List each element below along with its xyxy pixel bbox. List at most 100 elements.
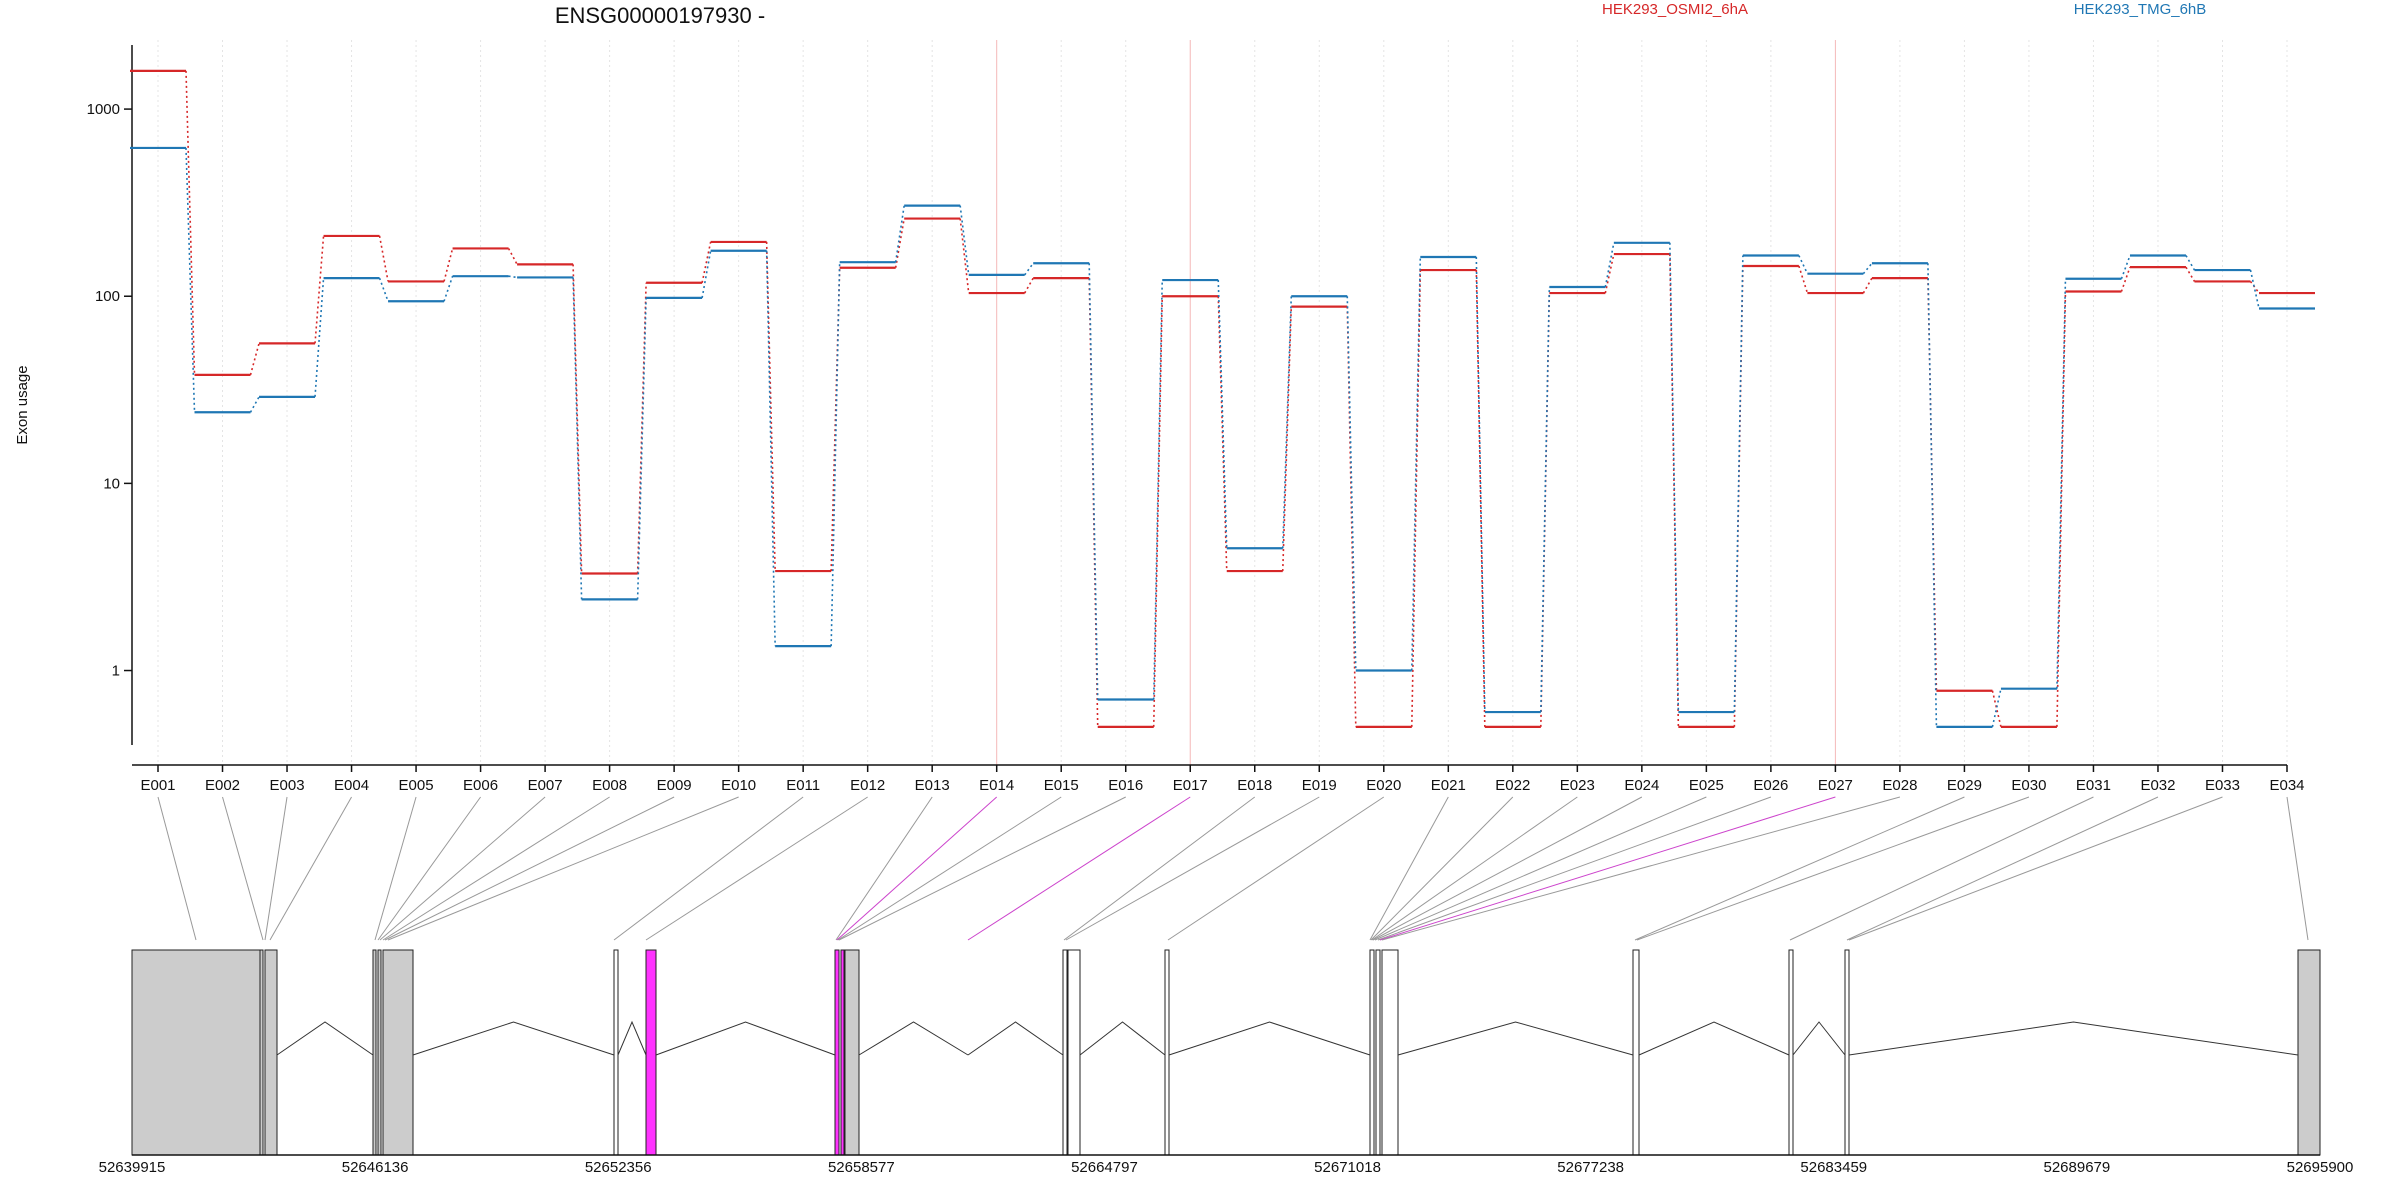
series-connector bbox=[1991, 690, 2002, 728]
series-connector bbox=[185, 70, 196, 375]
series-connector bbox=[1410, 257, 1422, 671]
x-tick-label-E007: E007 bbox=[528, 777, 563, 794]
gene-exon-box bbox=[1369, 949, 1375, 1156]
connector-E013 bbox=[835, 796, 933, 941]
connector-E001 bbox=[157, 796, 197, 941]
intron-line bbox=[1792, 1021, 1846, 1056]
y-tick-label: 100 bbox=[95, 288, 120, 305]
series-connector bbox=[1475, 270, 1486, 727]
series-connector bbox=[959, 218, 970, 294]
x-tick-label-E006: E006 bbox=[463, 777, 498, 794]
gene-exon-box bbox=[613, 949, 619, 1156]
gene-exon-box bbox=[1844, 949, 1850, 1156]
genomic-tick-label: 52671018 bbox=[1314, 1159, 1381, 1176]
axes: 1 10 100 1000 E001 E002 E003 E004 E005 E006 E007 E0… bbox=[87, 45, 2305, 794]
connector-E033 bbox=[1848, 796, 2223, 941]
x-tick-label-E017: E017 bbox=[1173, 777, 1208, 794]
connector-E021 bbox=[1369, 796, 1449, 941]
gene-exon-box bbox=[840, 949, 845, 1156]
connector-E029 bbox=[1634, 796, 1965, 941]
x-tick-label-E014: E014 bbox=[979, 777, 1014, 794]
x-tick-label-E034: E034 bbox=[2269, 777, 2304, 794]
gene-exon-box bbox=[131, 949, 261, 1156]
x-tick-label-E009: E009 bbox=[657, 777, 692, 794]
genomic-tick-label: 52658577 bbox=[828, 1159, 895, 1176]
x-tick-label-E027: E027 bbox=[1818, 777, 1853, 794]
connector-E026 bbox=[1377, 796, 1772, 941]
series-connector bbox=[249, 343, 260, 376]
gene-exon-box bbox=[2297, 949, 2321, 1156]
series-connector bbox=[636, 297, 647, 600]
x-tick-label-E016: E016 bbox=[1108, 777, 1143, 794]
chart-title: ENSG00000197930 - bbox=[555, 3, 765, 28]
series-connector bbox=[1024, 262, 1034, 276]
x-tick-label-E008: E008 bbox=[592, 777, 627, 794]
x-tick-label-E004: E004 bbox=[334, 777, 369, 794]
gene-exon-box bbox=[1375, 949, 1381, 1156]
series-connector bbox=[1733, 255, 1744, 713]
y-tick-label: 1 bbox=[112, 663, 120, 680]
series-connector bbox=[1475, 257, 1486, 713]
connector-E003 bbox=[264, 796, 288, 941]
connector-E009 bbox=[384, 796, 675, 941]
connector-E014 bbox=[836, 796, 998, 941]
connector-E002 bbox=[222, 796, 264, 941]
connector-E025 bbox=[1374, 796, 1707, 941]
x-tick-label-E024: E024 bbox=[1624, 777, 1659, 794]
y-tick-label: 10 bbox=[103, 475, 120, 492]
series-connector bbox=[2120, 266, 2131, 292]
genomic-tick-label: 52639915 bbox=[99, 1159, 166, 1176]
x-tick-label-E012: E012 bbox=[850, 777, 885, 794]
series-connector bbox=[2120, 255, 2131, 280]
intron-line bbox=[1638, 1021, 1790, 1056]
gene-exon-box bbox=[377, 949, 382, 1156]
series-connector bbox=[1217, 296, 1228, 572]
gene-exon-box bbox=[372, 949, 377, 1156]
connector-E006 bbox=[377, 796, 481, 941]
connector-E010 bbox=[387, 796, 739, 941]
series-connector bbox=[894, 218, 905, 268]
connector-E027 bbox=[1379, 796, 1836, 941]
gene-exon-box bbox=[1381, 949, 1399, 1156]
x-tick-label-E023: E023 bbox=[1560, 777, 1595, 794]
series-connector bbox=[249, 396, 260, 413]
series-connector bbox=[894, 205, 905, 263]
connector-E020 bbox=[1167, 796, 1385, 941]
series-connector bbox=[1669, 254, 1680, 727]
series-connector bbox=[1024, 277, 1034, 294]
series-HEK293_OSMI2_6hA bbox=[130, 69, 2315, 728]
series-connector bbox=[378, 277, 389, 302]
series-connector bbox=[1991, 688, 2002, 728]
gene-exon-box bbox=[1632, 949, 1640, 1156]
intron-line bbox=[1397, 1021, 1634, 1056]
series-connector bbox=[1862, 277, 1873, 294]
series-connector bbox=[1281, 296, 1293, 549]
series-connector bbox=[1862, 262, 1873, 275]
series-connector bbox=[1604, 253, 1615, 294]
legend-entry-tmg: HEK293_TMG_6hB bbox=[2074, 1, 2207, 18]
x-tick-label-E022: E022 bbox=[1495, 777, 1530, 794]
connector-E028 bbox=[1381, 796, 1901, 941]
gene-exon-box bbox=[264, 949, 278, 1156]
x-tick-label-E015: E015 bbox=[1044, 777, 1079, 794]
series-connector bbox=[701, 250, 712, 299]
x-tick-label-E013: E013 bbox=[915, 777, 950, 794]
series-connector bbox=[1410, 270, 1422, 727]
x-tick-label-E032: E032 bbox=[2140, 777, 2175, 794]
gene-exon-box bbox=[1788, 949, 1794, 1156]
x-tick-label-E033: E033 bbox=[2205, 777, 2240, 794]
series-HEK293_TMG_6hB bbox=[130, 146, 2315, 728]
exon-connector-lines bbox=[157, 796, 2309, 941]
connector-E008 bbox=[382, 796, 610, 941]
series-connector bbox=[701, 241, 712, 283]
genomic-tick-label: 52689679 bbox=[2044, 1159, 2111, 1176]
x-tick-label-E030: E030 bbox=[2011, 777, 2046, 794]
exon-grid-lines bbox=[157, 40, 2288, 765]
connector-E004 bbox=[269, 796, 352, 941]
series-connector bbox=[378, 235, 389, 282]
connector-E007 bbox=[379, 796, 546, 941]
intron-line bbox=[655, 1021, 836, 1056]
x-tick-label-E018: E018 bbox=[1237, 777, 1272, 794]
connector-E022 bbox=[1370, 796, 1514, 941]
series-connector bbox=[1540, 287, 1551, 713]
